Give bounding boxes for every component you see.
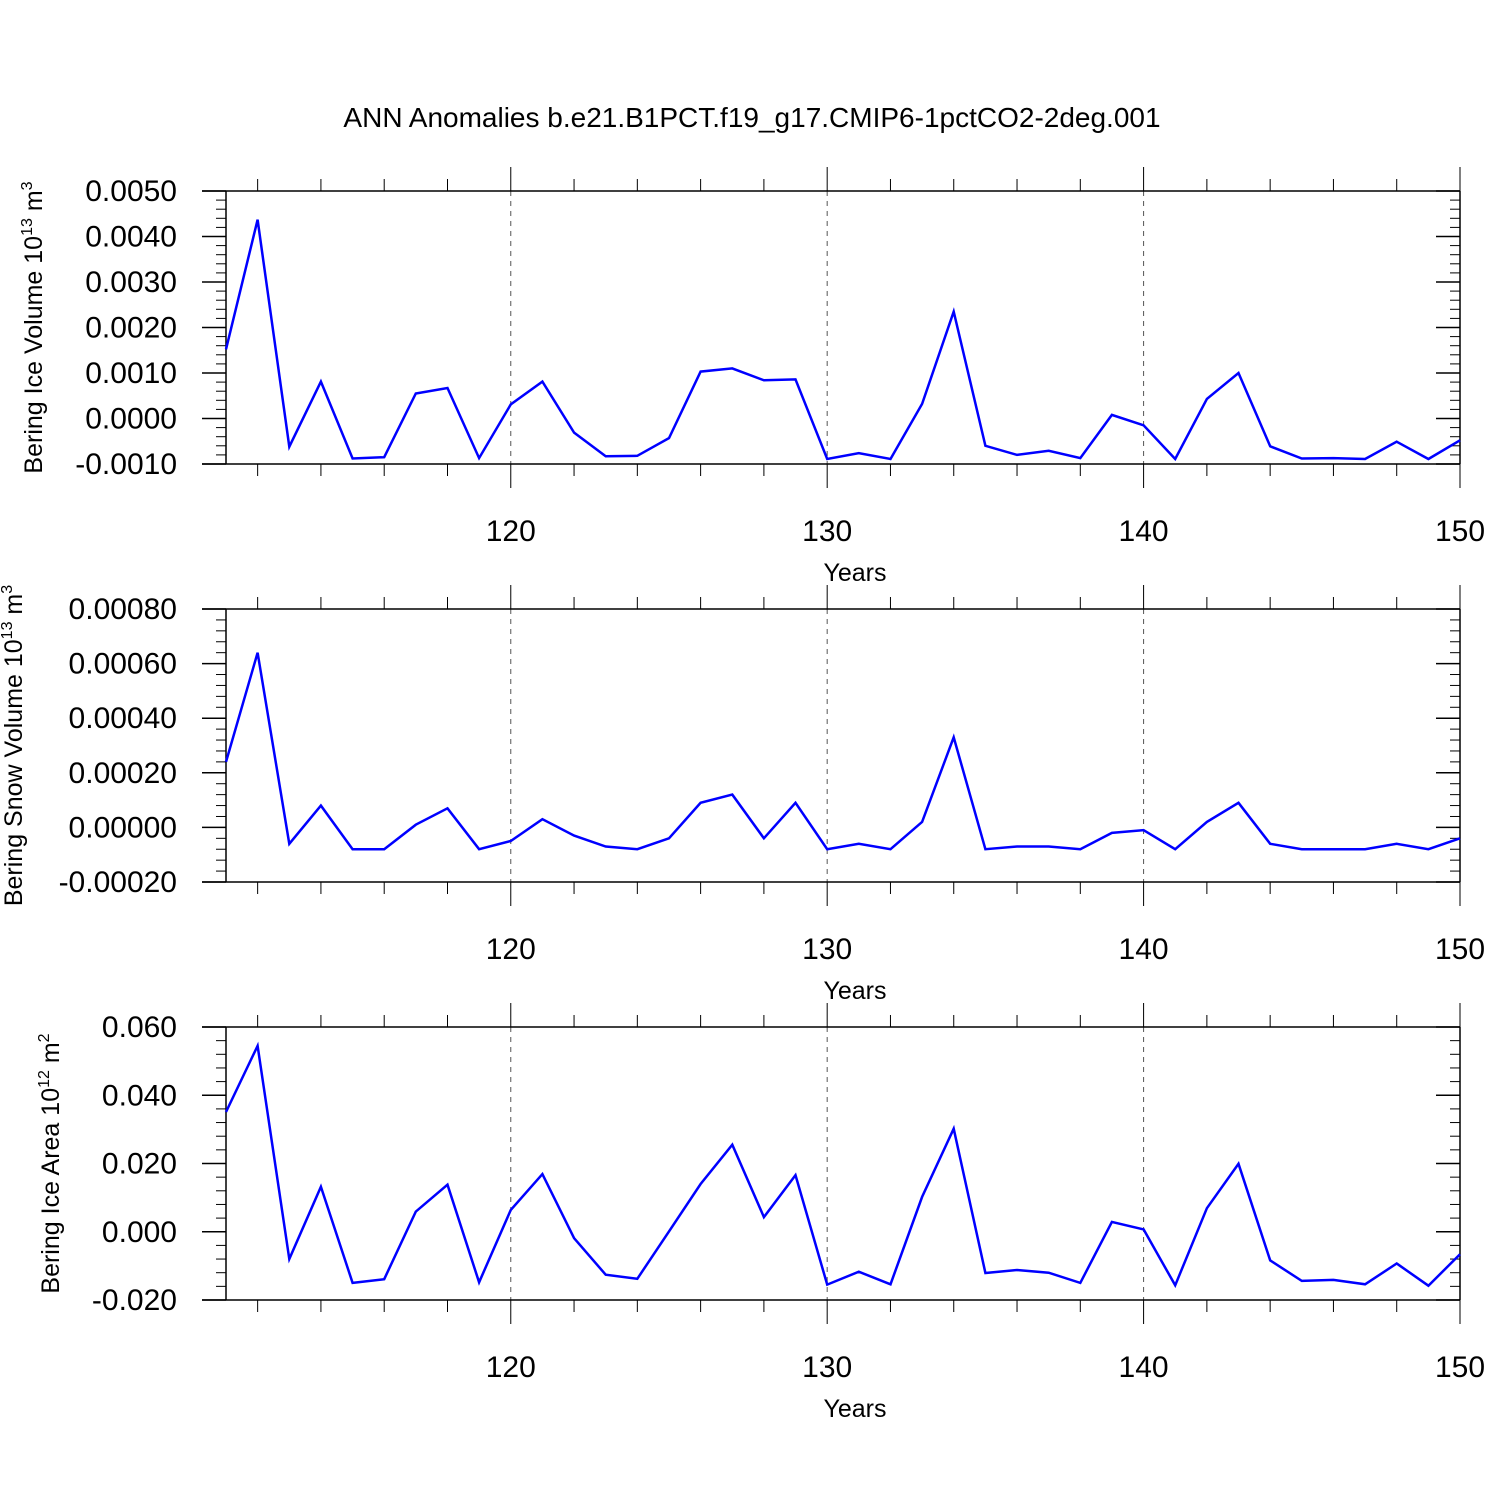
x-tick-label: 150 xyxy=(1435,1351,1485,1384)
y-tick-label: 0.000 xyxy=(102,1216,177,1249)
panel-1: -0.0010 0.0000 0.0010 0.0020 0.0030 0.0040 0.0… xyxy=(19,167,1485,587)
y-tick-label: 0.00000 xyxy=(69,811,177,844)
x-tick-label: 140 xyxy=(1119,933,1169,966)
series-line xyxy=(224,1041,1461,1289)
y-tick-label: -0.020 xyxy=(92,1284,177,1317)
x-tick-label: 130 xyxy=(802,1351,852,1384)
x-tick-label: 130 xyxy=(802,515,852,548)
y-tick-label: 0.00020 xyxy=(69,757,177,790)
x-tick-label: 150 xyxy=(1435,933,1485,966)
x-tick-label: 140 xyxy=(1119,515,1169,548)
y-tick-label: 0.0000 xyxy=(85,403,177,436)
x-tick-label: 130 xyxy=(802,933,852,966)
panel-2: -0.00020 0.00000 0.00020 0.00040 0.00060 0.00… xyxy=(0,585,1485,1005)
y-tick-label: 0.0050 xyxy=(85,175,177,208)
y-tick-label: 0.00080 xyxy=(69,593,177,626)
panel-3: -0.020 0.000 0.020 0.040 0.060 120 130 140 150 Ye… xyxy=(36,1003,1485,1423)
y-tick-label: -0.00020 xyxy=(59,866,177,899)
x-tick-label: 120 xyxy=(486,1351,536,1384)
x-tick-label: 150 xyxy=(1435,515,1485,548)
x-tick-label: 120 xyxy=(486,515,536,548)
x-tick-label: 140 xyxy=(1119,1351,1169,1384)
x-axis-title: Years xyxy=(823,1395,886,1423)
x-axis-title: Years xyxy=(823,559,886,587)
y-tick-label: -0.0010 xyxy=(75,448,177,481)
panels-group: -0.0010 0.0000 0.0010 0.0020 0.0030 0.0040 0.0… xyxy=(0,167,1485,1423)
y-tick-label: 0.020 xyxy=(102,1148,177,1181)
y-tick-label: 0.040 xyxy=(102,1079,177,1112)
y-axis-title: Bering Snow Volume 1013 m3 xyxy=(0,585,28,906)
y-axis-title: Bering Ice Area 1012 m2 xyxy=(36,1033,65,1293)
y-tick-label: 0.060 xyxy=(102,1011,177,1044)
y-tick-label: 0.0010 xyxy=(85,357,177,390)
y-tick-label: 0.0040 xyxy=(85,221,177,254)
series-line xyxy=(224,652,1461,851)
y-tick-label: 0.00040 xyxy=(69,702,177,735)
chart-title: ANN Anomalies b.e21.B1PCT.f19_g17.CMIP6-… xyxy=(343,102,1160,133)
y-tick-label: 0.0020 xyxy=(85,312,177,345)
x-axis-title: Years xyxy=(823,977,886,1005)
y-axis-title: Bering Ice Volume 1013 m3 xyxy=(19,181,48,473)
x-tick-label: 120 xyxy=(486,933,536,966)
series-line xyxy=(224,219,1461,462)
y-tick-label: 0.00060 xyxy=(69,648,177,681)
y-tick-label: 0.0030 xyxy=(85,266,177,299)
